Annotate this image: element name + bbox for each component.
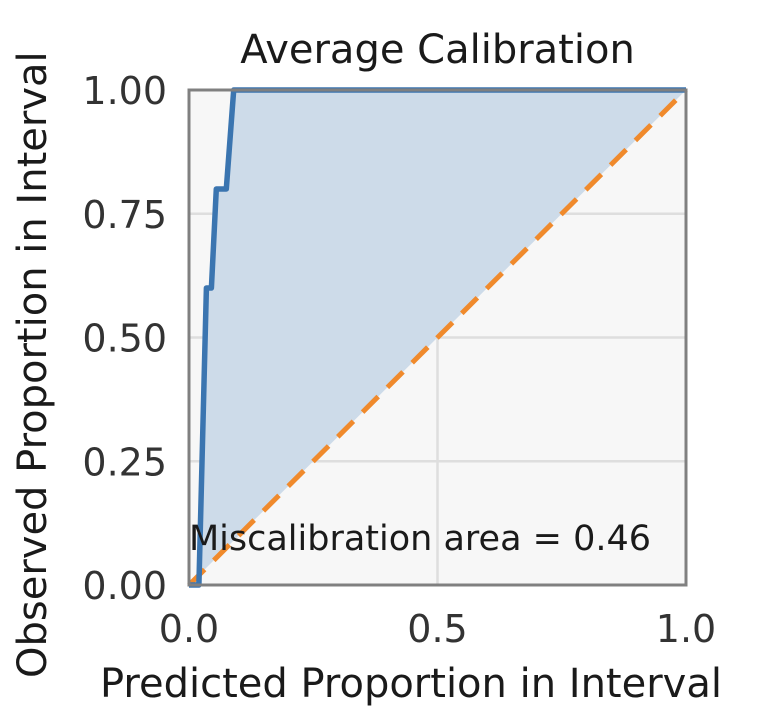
miscalibration-annotation: Miscalibration area = 0.46	[189, 519, 651, 559]
x-axis-label: Predicted Proportion in Interval	[100, 661, 722, 707]
y-tick-label: 0.75	[82, 193, 167, 237]
x-tick-label: 0.5	[407, 607, 467, 651]
x-tick-label: 0.0	[159, 607, 219, 651]
y-tick-label: 1.00	[82, 69, 167, 113]
x-tick-label: 1.0	[656, 607, 716, 651]
y-tick-label: 0.00	[82, 564, 167, 608]
ideal-calibration-line	[187, 88, 688, 587]
chart-title: Average Calibration	[240, 27, 635, 73]
plot-frame	[187, 88, 688, 587]
x-tick-labels: 0.0 0.5 1.0	[159, 607, 716, 651]
y-tick-label: 0.50	[82, 317, 167, 361]
y-tick-labels: 0.00 0.25 0.50 0.75 1.00	[82, 69, 167, 608]
y-axis-label: Observed Proportion in Interval	[10, 51, 56, 678]
y-tick-label: 0.25	[82, 440, 167, 484]
calibration-curve	[189, 87, 686, 588]
